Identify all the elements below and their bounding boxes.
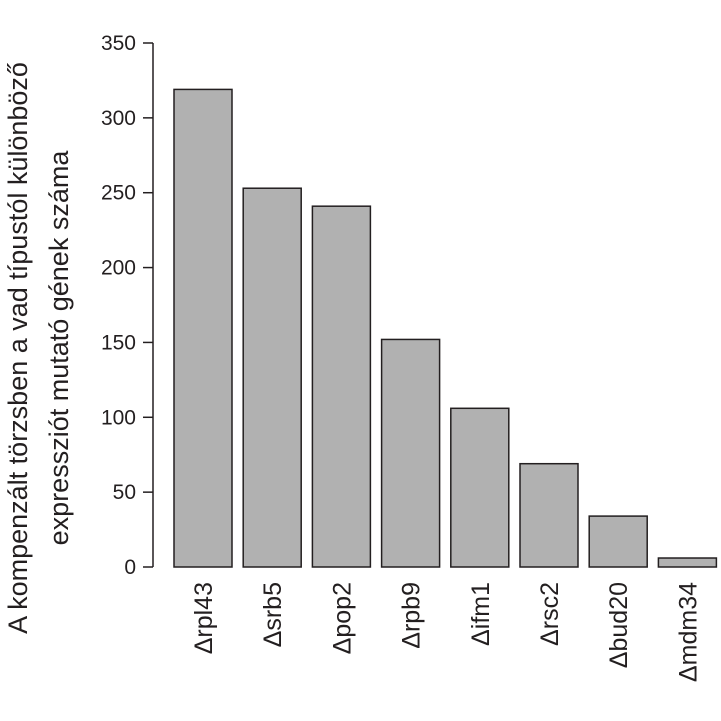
- bar: [519, 462, 579, 568]
- bar: [657, 557, 718, 568]
- x-tick-label: Δmdm34: [674, 582, 702, 682]
- y-tick-label: 150: [101, 331, 136, 354]
- x-tick-label: Δifm1: [467, 582, 495, 646]
- x-tick-label: Δsrb5: [259, 582, 287, 647]
- bar: [380, 338, 441, 568]
- x-tick-label: Δbud20: [605, 582, 633, 668]
- bar: [173, 88, 233, 568]
- y-axis-label-line-2: expressziót mutató gének száma: [44, 150, 74, 546]
- x-tick-label: Δpop2: [328, 582, 356, 654]
- y-tick-label: 300: [101, 107, 136, 130]
- bar: [311, 205, 372, 568]
- y-tick-label: 0: [124, 556, 136, 579]
- y-axis: 0 50 100 150 200 250 300 350: [101, 32, 154, 579]
- y-axis-label-line-1: A kompenzált törzsben a vad típustól kül…: [3, 62, 33, 634]
- y-tick-label: 50: [113, 481, 136, 504]
- x-tick-label: Δrpl43: [190, 582, 218, 654]
- bar: [450, 407, 510, 568]
- category-labels: Δrpl43 Δsrb5 Δpop2 Δrpb9 Δifm1 Δrsc2 Δbud20 Δmd…: [190, 582, 702, 682]
- x-tick-label: Δrpb9: [398, 582, 426, 649]
- bars: [173, 88, 718, 568]
- bar: [242, 187, 302, 568]
- y-tick-label: 350: [101, 32, 136, 55]
- bar: [588, 515, 648, 568]
- y-tick-label: 200: [101, 257, 136, 280]
- y-tick-label: 100: [101, 406, 136, 429]
- x-tick-label: Δrsc2: [536, 582, 564, 646]
- y-tick-label: 250: [101, 182, 136, 205]
